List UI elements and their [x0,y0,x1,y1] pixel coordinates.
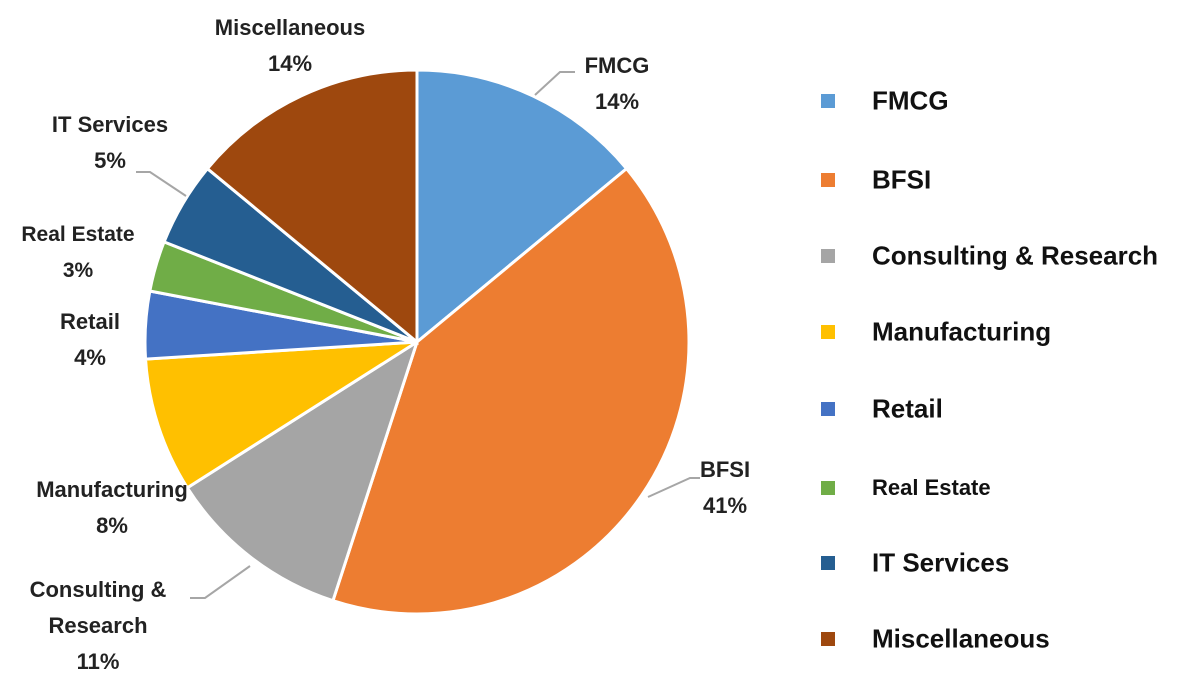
legend-swatch [821,94,835,108]
data-label-value: 4% [74,345,106,370]
pie-slice [415,68,629,346]
pie-slice [205,68,419,346]
legend-label: BFSI [872,164,932,195]
pie-slice [143,340,418,490]
data-label: FMCG 14% [585,48,650,120]
legend-swatch [821,481,835,495]
data-label: Manufacturing 8% [36,472,188,544]
leader-line [136,171,187,197]
legend-swatch [821,249,835,263]
data-label-name: BFSI [699,457,751,482]
legend-label: Manufacturing [872,316,1052,347]
data-label-value: 14% [594,89,640,114]
data-label: Consulting & Research 11% [8,572,188,680]
data-label-name: Miscellaneous [214,15,366,40]
data-label-value: 41% [702,493,748,518]
legend-swatch [821,556,835,570]
pie-slice [331,166,691,616]
legend-label: IT Services [872,547,1010,578]
legend-swatch [821,402,835,416]
data-label-value: 5% [94,148,126,173]
data-label-value: 14% [267,51,313,76]
data-label-name: IT Services [51,112,169,137]
legend-label: Consulting & Research [872,240,1159,271]
data-label-value: 3% [62,259,94,282]
data-label: Miscellaneous 14% [215,10,365,82]
data-label-name: Retail [60,309,120,334]
data-label-value: 11% [76,649,120,674]
legend-label: FMCG [872,85,949,116]
legend-swatch [821,173,835,187]
data-label-name: Consulting & Research [29,577,167,638]
data-label-name: Manufacturing [36,477,188,502]
legend-label: Miscellaneous [872,623,1050,654]
leader-line [190,565,251,599]
data-label: Real Estate 3% [21,217,134,289]
data-label: IT Services 5% [52,107,168,179]
pie-slice [185,338,420,603]
legend-swatch [821,632,835,646]
data-label-value: 8% [96,513,128,538]
data-label-name: FMCG [584,53,650,78]
legend-swatch [821,325,835,339]
legend-label: Real Estate [872,475,991,500]
data-label: Retail 4% [60,304,120,376]
legend-label: Retail [872,393,943,424]
data-label-name: Real Estate [21,223,135,246]
data-label: BFSI 41% [700,452,750,524]
leader-line [647,477,700,498]
leader-line [534,71,575,96]
